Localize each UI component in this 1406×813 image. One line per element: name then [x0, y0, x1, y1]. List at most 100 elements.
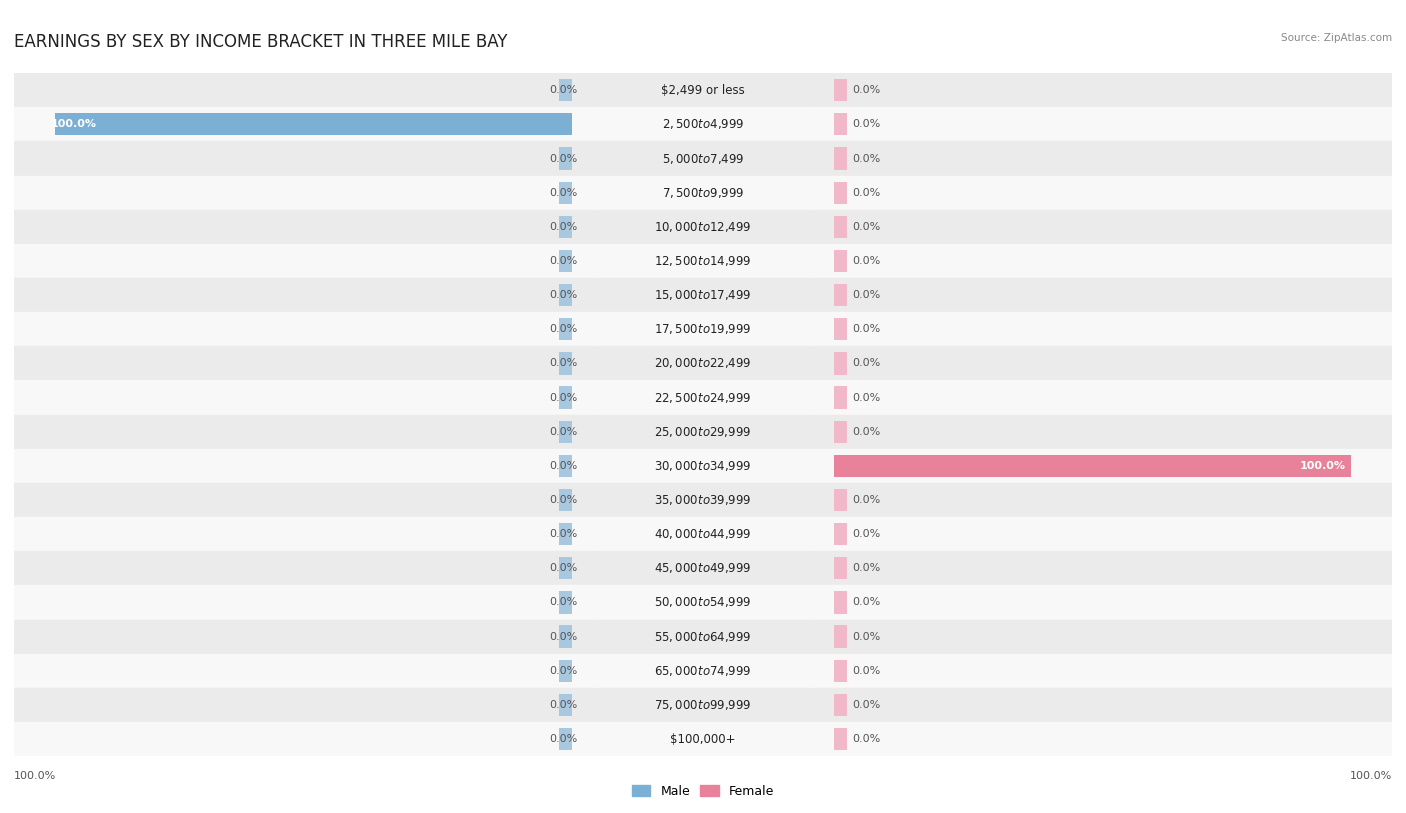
- Text: 0.0%: 0.0%: [548, 529, 578, 539]
- Text: EARNINGS BY SEX BY INCOME BRACKET IN THREE MILE BAY: EARNINGS BY SEX BY INCOME BRACKET IN THR…: [14, 33, 508, 50]
- Bar: [813, 483, 1392, 517]
- Bar: [834, 386, 846, 409]
- Text: 0.0%: 0.0%: [548, 666, 578, 676]
- Bar: [14, 654, 593, 688]
- Text: 0.0%: 0.0%: [548, 632, 578, 641]
- Text: 0.0%: 0.0%: [548, 427, 578, 437]
- Bar: [834, 625, 846, 648]
- Text: 100.0%: 100.0%: [1299, 461, 1346, 471]
- Text: 0.0%: 0.0%: [548, 222, 578, 232]
- Bar: [14, 449, 593, 483]
- Bar: [813, 722, 1392, 756]
- Bar: [14, 278, 593, 312]
- Bar: [834, 284, 846, 307]
- Bar: [813, 346, 1392, 380]
- Bar: [14, 73, 593, 107]
- Bar: [593, 380, 813, 415]
- Text: 0.0%: 0.0%: [852, 324, 880, 334]
- Text: $35,000 to $39,999: $35,000 to $39,999: [654, 493, 752, 507]
- Bar: [593, 73, 813, 107]
- Text: 0.0%: 0.0%: [852, 734, 880, 744]
- Text: $5,000 to $7,499: $5,000 to $7,499: [662, 151, 744, 166]
- Text: 0.0%: 0.0%: [852, 666, 880, 676]
- Bar: [14, 312, 593, 346]
- Text: Source: ZipAtlas.com: Source: ZipAtlas.com: [1281, 33, 1392, 42]
- Bar: [813, 176, 1392, 210]
- Text: $75,000 to $99,999: $75,000 to $99,999: [654, 698, 752, 712]
- Text: $65,000 to $74,999: $65,000 to $74,999: [654, 663, 752, 678]
- Bar: [834, 659, 846, 682]
- Text: 0.0%: 0.0%: [852, 632, 880, 641]
- Text: 0.0%: 0.0%: [548, 734, 578, 744]
- Text: 0.0%: 0.0%: [852, 256, 880, 266]
- Text: 0.0%: 0.0%: [852, 290, 880, 300]
- Bar: [813, 551, 1392, 585]
- Bar: [834, 215, 846, 238]
- Bar: [593, 722, 813, 756]
- Text: 0.0%: 0.0%: [548, 495, 578, 505]
- Bar: [560, 625, 572, 648]
- Bar: [560, 181, 572, 204]
- Text: $12,500 to $14,999: $12,500 to $14,999: [654, 254, 752, 268]
- Text: $20,000 to $22,499: $20,000 to $22,499: [654, 356, 752, 371]
- Bar: [593, 585, 813, 620]
- Bar: [813, 312, 1392, 346]
- Text: $25,000 to $29,999: $25,000 to $29,999: [654, 424, 752, 439]
- Text: $10,000 to $12,499: $10,000 to $12,499: [654, 220, 752, 234]
- Text: $7,500 to $9,999: $7,500 to $9,999: [662, 185, 744, 200]
- Bar: [14, 551, 593, 585]
- Bar: [813, 141, 1392, 176]
- Bar: [834, 693, 846, 716]
- Bar: [14, 415, 593, 449]
- Bar: [834, 181, 846, 204]
- Bar: [14, 141, 593, 176]
- Bar: [560, 728, 572, 750]
- Text: 0.0%: 0.0%: [852, 563, 880, 573]
- Bar: [560, 386, 572, 409]
- Bar: [14, 346, 593, 380]
- Bar: [560, 420, 572, 443]
- Bar: [813, 654, 1392, 688]
- Text: $45,000 to $49,999: $45,000 to $49,999: [654, 561, 752, 576]
- Text: 0.0%: 0.0%: [852, 85, 880, 95]
- Text: 0.0%: 0.0%: [548, 393, 578, 402]
- Bar: [834, 523, 846, 546]
- Text: 0.0%: 0.0%: [852, 120, 880, 129]
- Bar: [834, 79, 846, 102]
- Bar: [834, 250, 846, 272]
- Bar: [14, 176, 593, 210]
- Bar: [593, 415, 813, 449]
- Bar: [14, 620, 593, 654]
- Bar: [834, 420, 846, 443]
- Bar: [813, 73, 1392, 107]
- Text: $22,500 to $24,999: $22,500 to $24,999: [654, 390, 752, 405]
- Bar: [14, 517, 593, 551]
- Bar: [14, 585, 593, 620]
- Text: $15,000 to $17,499: $15,000 to $17,499: [654, 288, 752, 302]
- Bar: [14, 483, 593, 517]
- Text: 0.0%: 0.0%: [852, 427, 880, 437]
- Text: 100.0%: 100.0%: [14, 772, 56, 781]
- Text: 0.0%: 0.0%: [548, 188, 578, 198]
- Text: 0.0%: 0.0%: [548, 563, 578, 573]
- Bar: [593, 278, 813, 312]
- Text: $55,000 to $64,999: $55,000 to $64,999: [654, 629, 752, 644]
- Text: 0.0%: 0.0%: [852, 188, 880, 198]
- Bar: [813, 620, 1392, 654]
- Bar: [813, 517, 1392, 551]
- Bar: [55, 113, 572, 136]
- Text: 100.0%: 100.0%: [1350, 772, 1392, 781]
- Bar: [560, 79, 572, 102]
- Bar: [813, 210, 1392, 244]
- Bar: [593, 688, 813, 722]
- Text: 0.0%: 0.0%: [852, 393, 880, 402]
- Text: 0.0%: 0.0%: [548, 359, 578, 368]
- Text: 0.0%: 0.0%: [852, 222, 880, 232]
- Legend: Male, Female: Male, Female: [627, 780, 779, 802]
- Bar: [560, 250, 572, 272]
- Bar: [593, 244, 813, 278]
- Bar: [560, 693, 572, 716]
- Bar: [560, 352, 572, 375]
- Bar: [834, 113, 846, 136]
- Bar: [813, 585, 1392, 620]
